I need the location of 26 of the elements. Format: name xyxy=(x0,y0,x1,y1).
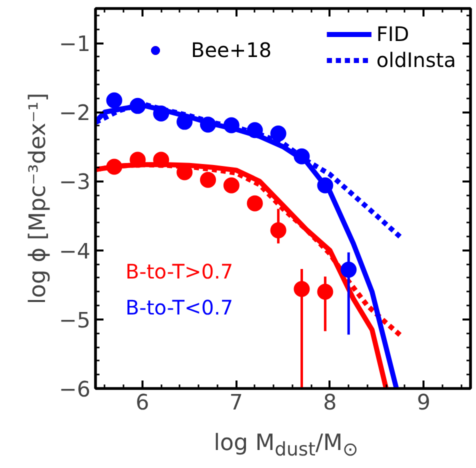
legend-label: FID xyxy=(376,22,410,46)
point xyxy=(317,284,334,300)
y-tick-label: −3 xyxy=(59,170,91,196)
point xyxy=(340,262,357,278)
annotation: B-to-T>0.7 xyxy=(126,260,234,284)
y-tick-label: −6 xyxy=(59,378,91,402)
point xyxy=(223,177,240,194)
x-tick-label: 9 xyxy=(416,390,430,416)
x-tick-label: 7 xyxy=(229,390,243,416)
y-tick-label: −4 xyxy=(59,239,91,264)
point xyxy=(270,222,286,238)
y-axis-title: log ϕ [Mpc⁻³dex⁻¹] xyxy=(25,92,52,304)
point xyxy=(246,195,263,212)
x-tick-label: 6 xyxy=(136,390,150,416)
legend-label: oldInsta xyxy=(376,48,456,72)
point xyxy=(106,92,122,108)
x-tick-label: 8 xyxy=(323,390,337,416)
legend-label: Bee+18 xyxy=(191,38,272,62)
point xyxy=(270,126,286,142)
point xyxy=(200,172,216,188)
x-axis-title: log M$_{dust}$/M$_{⊙}$ xyxy=(214,429,358,462)
point xyxy=(294,281,310,297)
y-tick-label: −5 xyxy=(59,308,91,334)
annotation: B-to-T<0.7 xyxy=(126,296,234,320)
y-tick-label: −1 xyxy=(59,32,91,58)
y-tick-label: −2 xyxy=(59,101,91,126)
